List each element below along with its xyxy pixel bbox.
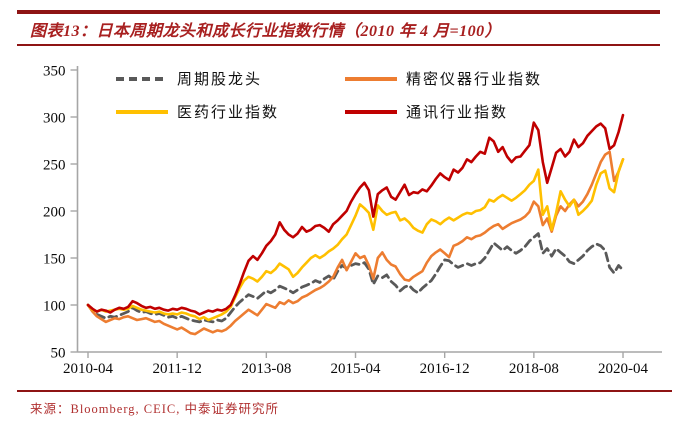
x-tick-label: 2018-08: [509, 361, 559, 377]
series-line-周期股龙头: [86, 232, 625, 324]
chart-legend: 周期股龙头 精密仪器行业指数医药行业指数 通讯行业指数: [116, 62, 542, 128]
figure-title: 图表13：日本周期龙头和成长行业指数行情（2010 年 4 月=100）: [30, 23, 502, 40]
legend-item: 通讯行业指数: [345, 101, 542, 122]
series-line-精密仪器行业指数: [86, 150, 625, 336]
source-note: 来源：Bloomberg, CEIC, 中泰证券研究所: [30, 402, 279, 416]
legend-item: 医药行业指数: [116, 101, 345, 122]
y-tick-label: 50: [51, 346, 66, 362]
legend-swatch: [345, 76, 397, 81]
legend-label: 周期股龙头: [177, 72, 263, 88]
x-tick-label: 2010-04: [63, 361, 113, 377]
series-line-通讯行业指数: [86, 113, 625, 316]
x-tick-label: 2020-04: [598, 361, 648, 377]
legend-item: 精密仪器行业指数: [345, 68, 542, 89]
x-tick-label: 2016-12: [420, 361, 470, 377]
y-tick-label: 100: [43, 299, 66, 315]
y-tick-label: 150: [43, 252, 66, 268]
y-tick-label: 300: [43, 111, 66, 127]
y-tick-label: 250: [43, 158, 66, 174]
legend-swatch: [345, 109, 397, 114]
series-line-医药行业指数: [86, 158, 625, 322]
title-top-rule: [17, 10, 660, 14]
x-tick-label: 2013-08: [241, 361, 291, 377]
y-tick-label: 350: [43, 64, 66, 80]
x-tick-label: 2011-12: [152, 361, 201, 377]
footer-rule: [17, 390, 672, 392]
title-underline-rule: [17, 44, 660, 46]
legend-label: 医药行业指数: [177, 105, 280, 121]
legend-swatch: [116, 76, 168, 81]
y-tick-label: 200: [43, 205, 66, 221]
legend-label: 通讯行业指数: [406, 105, 509, 121]
legend-item: 周期股龙头: [116, 68, 345, 89]
x-tick-label: 2015-04: [331, 361, 381, 377]
legend-swatch: [116, 109, 168, 114]
legend-label: 精密仪器行业指数: [406, 72, 543, 88]
